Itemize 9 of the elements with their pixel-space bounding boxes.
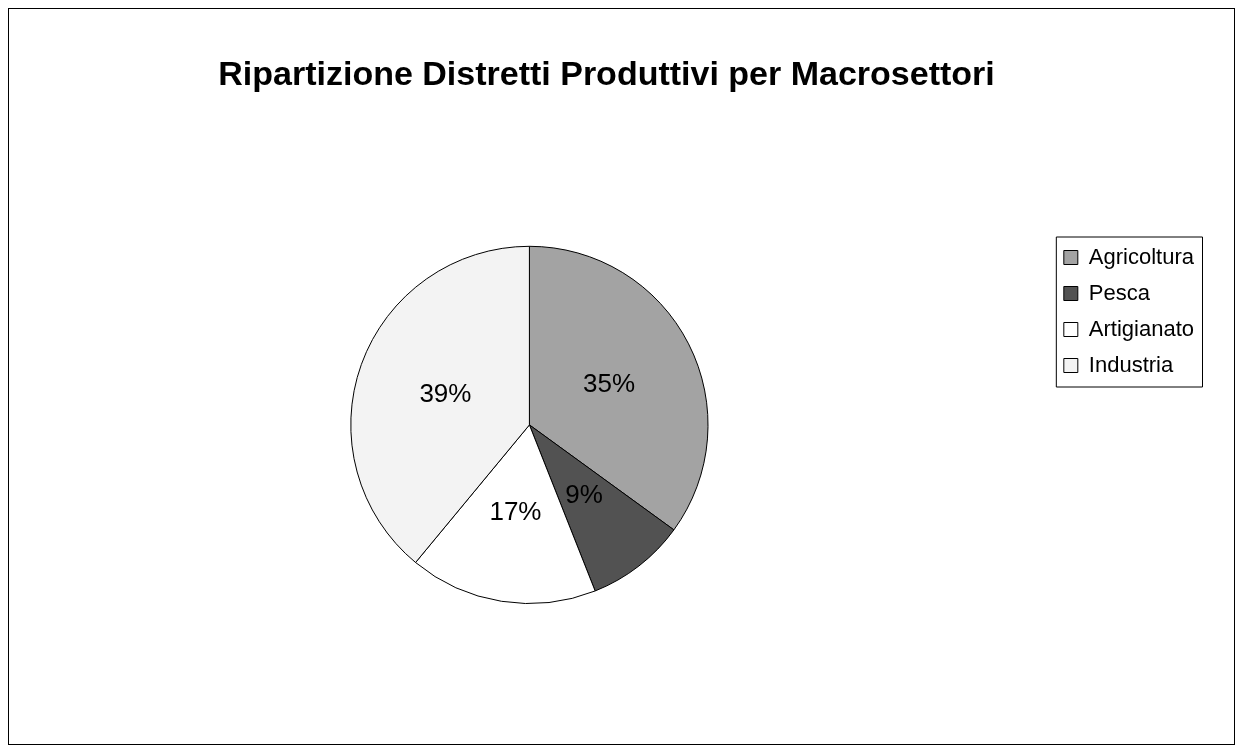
data-label: 35%: [582, 367, 635, 398]
data-label: 39%: [419, 377, 472, 408]
data-label: 9%: [565, 478, 603, 509]
legend-label: Artigianato: [1088, 315, 1195, 341]
data-label: 17%: [489, 496, 542, 527]
chart-title: Ripartizione Distretti Produttivi per Macrosettori: [218, 53, 995, 92]
legend-label: Agricoltura: [1088, 243, 1195, 269]
legend-label: Pesca: [1088, 279, 1151, 305]
legend-label: Industria: [1088, 351, 1174, 377]
